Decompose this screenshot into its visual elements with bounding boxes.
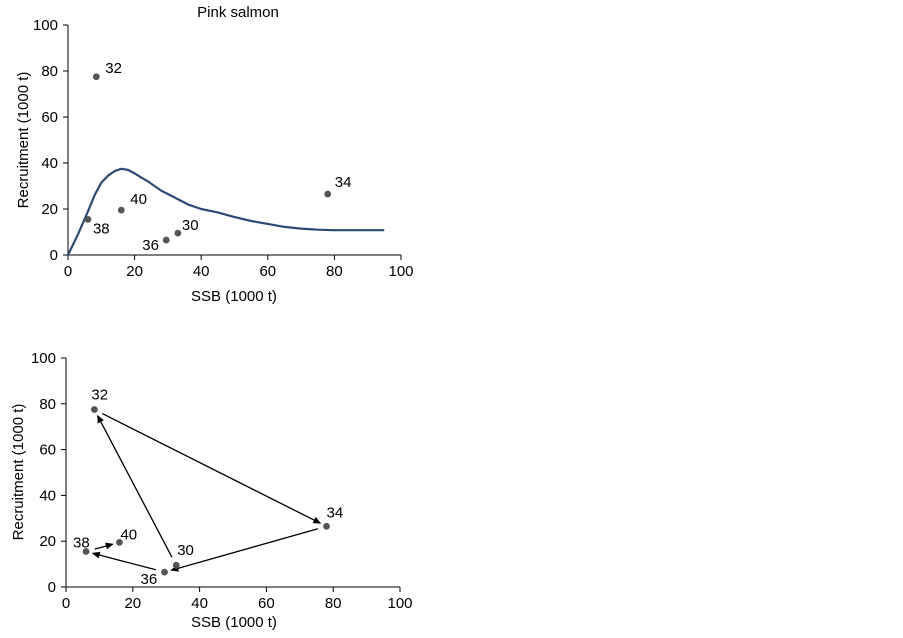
x-tick-label: 0: [62, 595, 70, 612]
model-curve: [67, 167, 385, 256]
y-axis-title: Recruitment (1000 t): [15, 72, 32, 209]
y-tick-label: 20: [41, 201, 58, 218]
data-point-34: [324, 190, 332, 198]
data-point-40: [117, 206, 125, 214]
y-axis-title: Recruitment (1000 t): [10, 404, 27, 541]
stock-recruitment-trajectory-chart: SSB (1000 t) Recruitment (1000 t) 0 20 40 6…: [10, 350, 413, 631]
point-label-30: 30: [177, 542, 194, 559]
stock-recruitment-chart: Pink salmon SSB (1000 t) Recruitment (10…: [15, 4, 414, 305]
x-tick-label: 100: [387, 595, 412, 612]
axes: 0 20 40 60 80 100 0 20 40 60 80 100: [33, 17, 414, 280]
x-tick-label: 0: [64, 263, 72, 280]
y-tick-label: 40: [39, 487, 56, 504]
point-labels-layer: 30 32 34 36 38 40: [73, 387, 343, 589]
point-labels-layer: 30 32 34 36 38 40: [93, 60, 351, 254]
x-axis-title: SSB (1000 t): [191, 614, 277, 631]
point-label-38: 38: [73, 535, 90, 552]
x-tick-label: 80: [325, 595, 342, 612]
data-point-32: [90, 406, 98, 413]
data-point-36: [161, 568, 168, 576]
data-point-34: [323, 522, 330, 530]
x-tick-label: 20: [124, 595, 141, 612]
y-tick-label: 40: [41, 155, 58, 172]
data-point-36: [162, 236, 170, 244]
x-tick-label: 20: [126, 263, 143, 280]
model-curve-layer: [67, 167, 385, 256]
point-label-40: 40: [120, 526, 137, 543]
point-label-36: 36: [141, 571, 158, 588]
data-point-38: [84, 215, 92, 223]
data-point-38: [82, 548, 90, 555]
data-point-30: [174, 229, 182, 237]
y-tick-label: 60: [39, 442, 56, 459]
point-label-40: 40: [130, 191, 147, 208]
x-axis-title: SSB (1000 t): [191, 288, 277, 305]
y-tick-label: 0: [50, 247, 58, 264]
trajectory-arrow: [102, 413, 322, 524]
data-points-layer: [82, 406, 330, 576]
y-tick-label: 80: [39, 396, 56, 413]
y-tick-label: 20: [39, 533, 56, 550]
data-point-30: [172, 561, 180, 569]
y-tick-label: 80: [41, 63, 58, 80]
chart-title: Pink salmon: [197, 4, 279, 21]
x-tick-label: 40: [191, 595, 208, 612]
trajectory-arrow: [97, 414, 173, 558]
y-tick-label: 0: [48, 579, 56, 596]
point-label-32: 32: [91, 387, 108, 404]
x-tick-label: 80: [326, 263, 343, 280]
y-tick-label: 100: [31, 350, 56, 367]
x-tick-label: 60: [259, 263, 276, 280]
y-tick-label: 60: [41, 109, 58, 126]
y-tick-label: 100: [33, 17, 58, 34]
trajectory-arrow: [94, 542, 114, 550]
trajectory-arrow: [170, 528, 319, 572]
point-label-30: 30: [182, 217, 199, 234]
x-tick-label: 40: [193, 263, 210, 280]
trajectory-arrows-layer: [91, 413, 322, 572]
axes: 0 20 40 60 80 100 0 20 40 60 80 100: [31, 350, 413, 612]
point-label-38: 38: [93, 220, 110, 237]
data-point-32: [92, 73, 100, 81]
x-tick-label: 100: [388, 263, 413, 280]
trajectory-arrow: [91, 551, 156, 571]
point-label-34: 34: [335, 174, 352, 191]
data-points-layer: [84, 73, 332, 244]
x-tick-label: 60: [258, 595, 275, 612]
point-label-36: 36: [142, 237, 159, 254]
data-point-40: [116, 538, 123, 546]
point-label-32: 32: [105, 60, 122, 77]
point-label-34: 34: [327, 504, 344, 521]
